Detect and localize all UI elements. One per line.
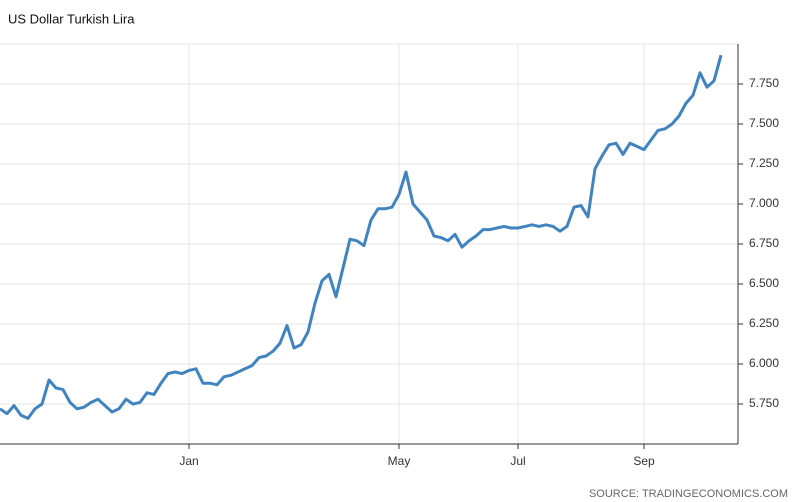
y-tick-label: 6.250	[749, 316, 779, 330]
x-tick-label: Sep	[633, 454, 655, 468]
chart-title: US Dollar Turkish Lira	[8, 11, 135, 26]
y-tick-label: 6.000	[749, 356, 779, 370]
y-tick-label: 6.750	[749, 236, 779, 250]
source-note: SOURCE: TRADINGECONOMICS.COM	[589, 488, 788, 500]
y-tick-label: 5.750	[749, 396, 779, 410]
y-tick-label: 7.750	[749, 76, 779, 90]
x-tick-label: May	[388, 454, 411, 468]
y-tick-label: 7.250	[749, 156, 779, 170]
y-tick-label: 6.500	[749, 276, 779, 290]
y-tick-label: 7.000	[749, 196, 779, 210]
x-tick-label: Jan	[179, 454, 198, 468]
y-tick-label: 7.500	[749, 116, 779, 130]
line-series	[0, 54, 723, 420]
x-tick-label: Jul	[510, 454, 525, 468]
